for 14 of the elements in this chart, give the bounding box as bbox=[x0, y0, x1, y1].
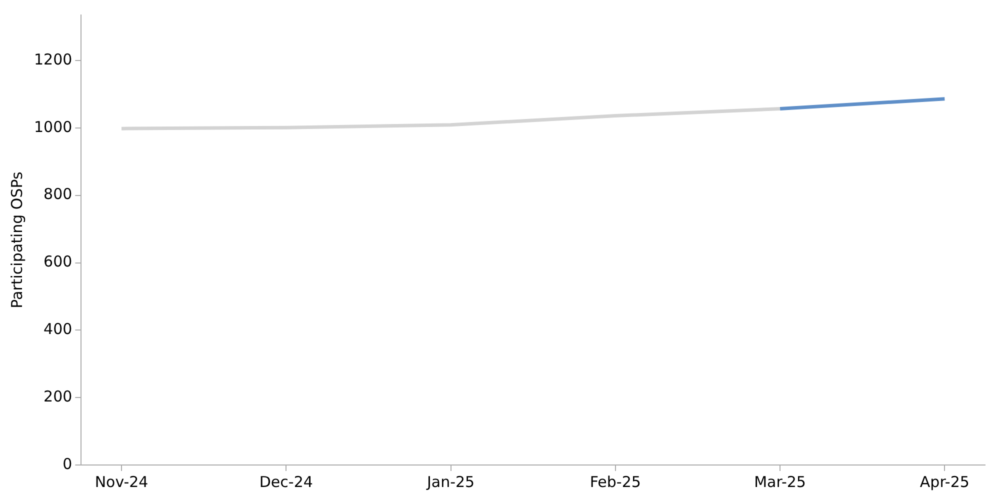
y-tick-label: 1200 bbox=[34, 50, 72, 68]
x-tick-label: Nov-24 bbox=[94, 472, 148, 491]
y-tick-label: 200 bbox=[44, 387, 72, 406]
y-axis-title: Participating OSPs bbox=[8, 171, 26, 308]
x-tick-label: Feb-25 bbox=[590, 472, 641, 491]
y-tick-label: 400 bbox=[44, 320, 72, 338]
y-tick-label: 1000 bbox=[34, 118, 72, 136]
x-tick-label: Dec-24 bbox=[259, 472, 313, 491]
x-tick-label: Apr-25 bbox=[920, 472, 970, 491]
x-tick-label: Jan-25 bbox=[426, 472, 475, 491]
y-tick-label: 800 bbox=[44, 185, 72, 204]
x-tick-label: Mar-25 bbox=[754, 472, 806, 491]
y-tick-label: 600 bbox=[44, 252, 72, 271]
y-tick-label: 0 bbox=[62, 454, 72, 473]
